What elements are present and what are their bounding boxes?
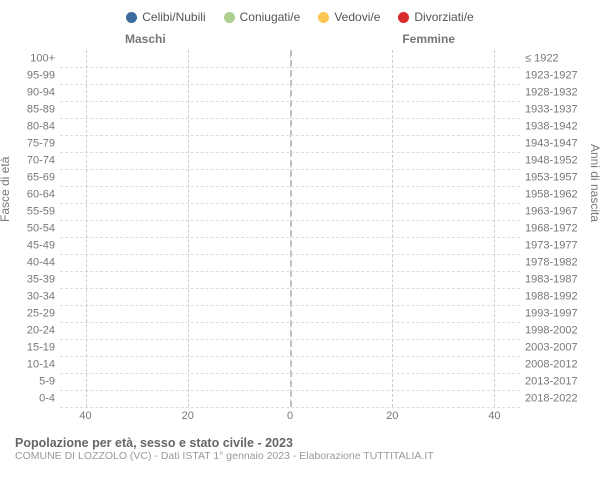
bar-row bbox=[60, 391, 520, 406]
bar-row bbox=[60, 323, 520, 338]
bar-row bbox=[60, 272, 520, 287]
legend-label: Celibi/Nubili bbox=[142, 10, 205, 24]
x-axis: 40 20 0 20 40 bbox=[60, 410, 520, 426]
legend-dot bbox=[126, 12, 137, 23]
age-label: 40-44 bbox=[27, 257, 55, 268]
bar-row bbox=[60, 255, 520, 270]
birth-year-label: 1978-1982 bbox=[525, 257, 578, 268]
birth-year-label: 1938-1942 bbox=[525, 121, 578, 132]
chart-subtitle: COMUNE DI LOZZOLO (VC) - Dati ISTAT 1° g… bbox=[15, 450, 585, 462]
birth-year-label: 1948-1952 bbox=[525, 155, 578, 166]
birth-year-label: 1943-1947 bbox=[525, 138, 578, 149]
bar-row bbox=[60, 136, 520, 151]
birth-year-label: 2018-2022 bbox=[525, 393, 578, 404]
age-label: 25-29 bbox=[27, 308, 55, 319]
legend-item: Celibi/Nubili bbox=[126, 10, 205, 24]
age-label: 80-84 bbox=[27, 121, 55, 132]
age-label: 70-74 bbox=[27, 155, 55, 166]
age-label: 90-94 bbox=[27, 87, 55, 98]
female-label: Femmine bbox=[402, 32, 455, 46]
x-tick: 20 bbox=[182, 410, 194, 422]
birth-year-label: 1973-1977 bbox=[525, 240, 578, 251]
birth-year-label: 1928-1932 bbox=[525, 87, 578, 98]
birth-year-label: ≤ 1922 bbox=[525, 53, 559, 64]
legend-label: Vedovi/e bbox=[334, 10, 380, 24]
age-label: 60-64 bbox=[27, 189, 55, 200]
plot-area bbox=[60, 50, 520, 407]
x-tick: 40 bbox=[79, 410, 91, 422]
legend-dot bbox=[224, 12, 235, 23]
age-label: 45-49 bbox=[27, 240, 55, 251]
bar-row bbox=[60, 357, 520, 372]
legend-label: Divorziati/e bbox=[414, 10, 473, 24]
birth-year-label: 2013-2017 bbox=[525, 376, 578, 387]
gender-header: Maschi Femmine bbox=[15, 32, 585, 50]
male-label: Maschi bbox=[125, 32, 166, 46]
age-label: 5-9 bbox=[39, 376, 55, 387]
birth-year-label: 1998-2002 bbox=[525, 325, 578, 336]
birth-year-label: 1923-1927 bbox=[525, 70, 578, 81]
x-tick: 40 bbox=[488, 410, 500, 422]
age-label: 10-14 bbox=[27, 359, 55, 370]
legend: Celibi/Nubili Coniugati/e Vedovi/e Divorzia… bbox=[15, 10, 585, 24]
legend-dot bbox=[318, 12, 329, 23]
bar-row bbox=[60, 204, 520, 219]
y-axis-right: ≤ 1922 1923-1927 1928-1932 1933-1937 1938-19… bbox=[525, 50, 585, 407]
footer: Popolazione per età, sesso e stato civil… bbox=[15, 436, 585, 462]
bar-row bbox=[60, 221, 520, 236]
age-label: 100+ bbox=[30, 53, 55, 64]
legend-item: Coniugati/e bbox=[224, 10, 301, 24]
birth-year-label: 1963-1967 bbox=[525, 206, 578, 217]
age-label: 30-34 bbox=[27, 291, 55, 302]
legend-dot bbox=[398, 12, 409, 23]
legend-label: Coniugati/e bbox=[240, 10, 301, 24]
bar-row bbox=[60, 289, 520, 304]
age-label: 50-54 bbox=[27, 223, 55, 234]
birth-year-label: 1953-1957 bbox=[525, 172, 578, 183]
x-tick: 0 bbox=[287, 410, 293, 422]
age-label: 65-69 bbox=[27, 172, 55, 183]
chart-area: Fasce di età Anni di nascita 100+95-9990… bbox=[15, 50, 585, 430]
age-label: 35-39 bbox=[27, 274, 55, 285]
age-label: 85-89 bbox=[27, 104, 55, 115]
age-label: 55-59 bbox=[27, 206, 55, 217]
birth-year-label: 2003-2007 bbox=[525, 342, 578, 353]
bar-row bbox=[60, 51, 520, 66]
age-label: 75-79 bbox=[27, 138, 55, 149]
legend-item: Divorziati/e bbox=[398, 10, 473, 24]
bar-row bbox=[60, 238, 520, 253]
y-axis-title-right: Anni di nascita bbox=[588, 144, 600, 222]
bar-row bbox=[60, 374, 520, 389]
bar-row bbox=[60, 170, 520, 185]
bar-row bbox=[60, 340, 520, 355]
age-label: 0-4 bbox=[39, 393, 55, 404]
bar-row bbox=[60, 85, 520, 100]
birth-year-label: 1993-1997 bbox=[525, 308, 578, 319]
bar-row bbox=[60, 153, 520, 168]
bar-row bbox=[60, 306, 520, 321]
x-tick: 20 bbox=[386, 410, 398, 422]
chart-title: Popolazione per età, sesso e stato civil… bbox=[15, 436, 585, 450]
age-label: 20-24 bbox=[27, 325, 55, 336]
age-label: 95-99 bbox=[27, 70, 55, 81]
legend-item: Vedovi/e bbox=[318, 10, 380, 24]
birth-year-label: 2008-2012 bbox=[525, 359, 578, 370]
birth-year-label: 1958-1962 bbox=[525, 189, 578, 200]
birth-year-label: 1983-1987 bbox=[525, 274, 578, 285]
bar-row bbox=[60, 68, 520, 83]
bar-row bbox=[60, 119, 520, 134]
age-label: 15-19 bbox=[27, 342, 55, 353]
bar-row bbox=[60, 187, 520, 202]
birth-year-label: 1968-1972 bbox=[525, 223, 578, 234]
bar-row bbox=[60, 102, 520, 117]
population-pyramid: Celibi/Nubili Coniugati/e Vedovi/e Divorzia… bbox=[0, 0, 600, 500]
birth-year-label: 1988-1992 bbox=[525, 291, 578, 302]
birth-year-label: 1933-1937 bbox=[525, 104, 578, 115]
y-axis-left: 100+ 95-99 90-94 85-89 80-84 75-79 70-74 65-69 6… bbox=[15, 50, 55, 407]
y-axis-title-left: Fasce di età bbox=[0, 157, 12, 222]
